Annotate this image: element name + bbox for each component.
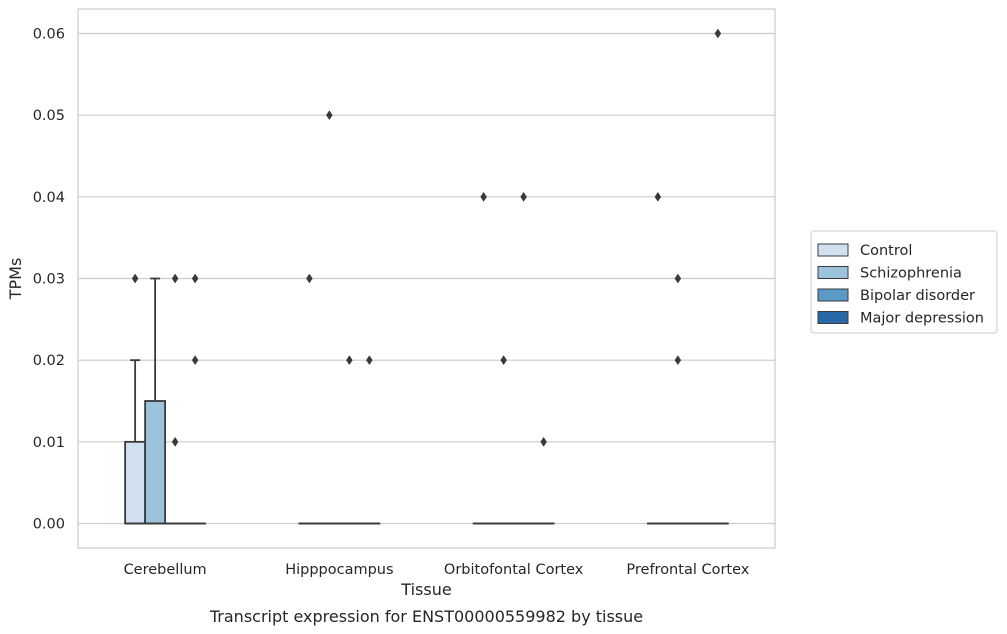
- plot-frame: [77, 8, 776, 549]
- y-tick-label: 0.01: [33, 435, 65, 451]
- outlier-point: [131, 273, 139, 284]
- x-tick-label: Prefrontal Cortex: [626, 562, 749, 578]
- outlier-point: [191, 273, 199, 284]
- legend-frame: [810, 230, 998, 334]
- legend-label: Schizophrenia: [860, 266, 962, 282]
- legend-swatch: [817, 243, 849, 257]
- y-axis-ticks: 0.00 0.01 0.02 0.03 0.04 0.05 0.06: [33, 27, 65, 533]
- y-tick-label: 0.03: [33, 272, 65, 288]
- chart-caption: Transcript expression for ENST0000055998…: [209, 607, 643, 626]
- outlier-point: [654, 191, 662, 202]
- outlier-point: [674, 355, 682, 366]
- y-tick-label: 0.04: [33, 190, 65, 206]
- x-tick-label: Orbitofontal Cortex: [444, 562, 584, 578]
- box-major-depression: [184, 273, 207, 525]
- legend-label: Control: [860, 243, 912, 259]
- box-major-depression: [532, 436, 555, 525]
- outlier-point: [366, 355, 373, 366]
- box-bipolar-disorder: [164, 273, 187, 525]
- outlier-point: [714, 28, 722, 39]
- legend-label: Bipolar disorder: [860, 288, 975, 304]
- box-body: [124, 440, 147, 525]
- y-axis-label: TPMs: [6, 258, 25, 301]
- outlier-point: [480, 191, 487, 202]
- legend-swatch: [817, 266, 849, 279]
- y-tick-label: 0.05: [33, 108, 65, 124]
- outlier-point: [346, 355, 353, 366]
- y-tick-label: 0.06: [33, 27, 65, 43]
- box-body: [144, 400, 167, 525]
- outlier-point: [326, 110, 333, 121]
- x-tick-label: Cerebellum: [124, 562, 207, 578]
- outlier-point: [540, 436, 547, 447]
- x-tick-label: Hipppocampus: [285, 562, 393, 578]
- box-schizophrenia: [144, 277, 167, 525]
- legend-swatch: [817, 311, 849, 324]
- y-tick-label: 0.00: [33, 517, 65, 533]
- outlier-point: [171, 273, 179, 284]
- outlier-point: [674, 273, 682, 284]
- x-axis-ticks: Cerebellum Hipppocampus Orbitofontal Corte…: [124, 562, 750, 578]
- boxes: [124, 28, 729, 525]
- outlier-point: [520, 191, 527, 202]
- legend-swatch: [817, 288, 849, 302]
- y-tick-label: 0.02: [33, 353, 65, 369]
- box-major-depression: [358, 355, 381, 525]
- x-axis-label: Tissue: [400, 580, 451, 599]
- legend-label: Major depression: [860, 311, 984, 327]
- outlier-point: [191, 355, 199, 366]
- box-schizophrenia: [666, 273, 689, 525]
- outlier-point: [306, 273, 313, 284]
- box-major-depression: [706, 28, 729, 525]
- outlier-point: [500, 355, 507, 366]
- outlier-point: [171, 436, 179, 447]
- legend: Control Schizophrenia Bipolar disorder Majo…: [810, 230, 998, 334]
